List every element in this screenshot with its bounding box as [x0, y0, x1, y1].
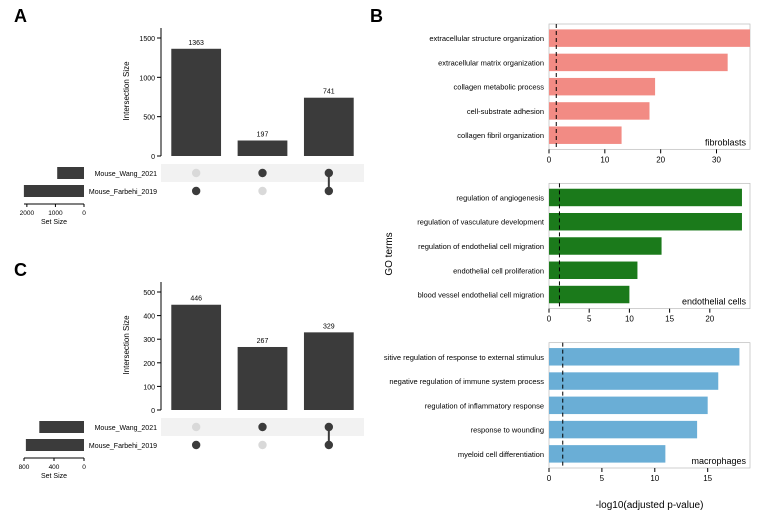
svg-text:20: 20 [656, 155, 665, 164]
svg-text:741: 741 [323, 89, 335, 96]
svg-text:10: 10 [625, 315, 634, 324]
svg-text:endothelial cell proliferation: endothelial cell proliferation [453, 266, 544, 275]
svg-text:30: 30 [712, 155, 721, 164]
svg-text:regulation of endothelial cell: regulation of endothelial cell migration [418, 242, 544, 251]
upset-chart-c: 0 100 200 300 400 500 Intersection Size 446 267 3… [18, 270, 370, 514]
svg-text:0: 0 [547, 315, 552, 324]
svg-text:300: 300 [143, 337, 155, 344]
svg-text:negative regulation of immune: negative regulation of immune system pro… [389, 377, 544, 386]
svg-text:extracellular structure organi: extracellular structure organization [429, 34, 544, 43]
svg-text:Mouse_Farbehi_2019: Mouse_Farbehi_2019 [89, 443, 157, 450]
upset-chart-a: 0 500 1000 1500 Intersection Size 1363 197 741 M… [18, 16, 370, 260]
svg-text:197: 197 [257, 132, 269, 139]
svg-text:500: 500 [143, 290, 155, 297]
svg-text:regulation of vasculature deve: regulation of vasculature development [417, 218, 545, 227]
svg-text:1500: 1500 [139, 36, 155, 43]
svg-text:Intersection Size: Intersection Size [122, 61, 131, 121]
svg-text:1000: 1000 [48, 210, 63, 217]
svg-text:10: 10 [650, 474, 659, 483]
svg-text:Mouse_Farbehi_2019: Mouse_Farbehi_2019 [89, 189, 157, 196]
svg-text:-log10(adjusted p-value): -log10(adjusted p-value) [596, 500, 704, 511]
svg-text:15: 15 [703, 474, 712, 483]
svg-text:329: 329 [323, 323, 335, 330]
svg-text:Set Size: Set Size [41, 219, 67, 226]
svg-text:collagen metabolic process: collagen metabolic process [454, 83, 545, 92]
svg-text:400: 400 [143, 314, 155, 321]
svg-text:regulation of angiogenesis: regulation of angiogenesis [456, 193, 544, 202]
svg-text:20: 20 [705, 315, 714, 324]
upset-svg-a: 0 500 1000 1500 Intersection Size 1363 197 741 M… [18, 16, 370, 260]
svg-text:500: 500 [143, 115, 155, 122]
svg-text:5: 5 [600, 474, 605, 483]
svg-text:267: 267 [257, 338, 269, 345]
svg-text:400: 400 [49, 464, 60, 471]
svg-text:GO terms: GO terms [384, 232, 395, 275]
svg-text:cell-substrate adhesion: cell-substrate adhesion [467, 107, 544, 116]
svg-text:positive regulation of respons: positive regulation of response to exter… [384, 353, 544, 362]
svg-text:extracellular matrix organizat: extracellular matrix organization [438, 58, 544, 67]
svg-text:collagen fibril organization: collagen fibril organization [457, 131, 544, 140]
svg-text:Mouse_Wang_2021: Mouse_Wang_2021 [95, 171, 158, 178]
svg-text:myeloid cell differentiation: myeloid cell differentiation [458, 450, 544, 459]
svg-text:0: 0 [82, 210, 86, 217]
svg-text:0: 0 [151, 408, 155, 415]
svg-text:1363: 1363 [188, 40, 204, 47]
svg-text:15: 15 [665, 315, 674, 324]
svg-text:800: 800 [19, 464, 30, 471]
go-panel: GO terms extracellular structure organiza… [384, 14, 760, 514]
svg-text:blood vessel endothelial cell: blood vessel endothelial cell migration [418, 291, 544, 300]
svg-text:100: 100 [143, 384, 155, 391]
svg-text:Set Size: Set Size [41, 473, 67, 480]
panel-label-b: B [370, 6, 383, 27]
svg-text:446: 446 [190, 296, 202, 303]
svg-text:2000: 2000 [20, 210, 35, 217]
svg-text:Intersection Size: Intersection Size [122, 315, 131, 375]
svg-text:fibroblasts: fibroblasts [705, 137, 747, 147]
go-svg: GO terms extracellular structure organiza… [384, 14, 760, 514]
svg-text:1000: 1000 [139, 75, 155, 82]
svg-text:200: 200 [143, 361, 155, 368]
svg-text:0: 0 [547, 155, 552, 164]
svg-text:0: 0 [82, 464, 86, 471]
svg-text:regulation of inflammatory res: regulation of inflammatory response [425, 401, 544, 410]
svg-text:macrophages: macrophages [691, 456, 746, 466]
svg-text:0: 0 [151, 154, 155, 161]
svg-text:response to wounding: response to wounding [471, 426, 544, 435]
svg-text:10: 10 [600, 155, 609, 164]
svg-text:5: 5 [587, 315, 592, 324]
svg-text:Mouse_Wang_2021: Mouse_Wang_2021 [95, 425, 158, 432]
upset-svg-c: 0 100 200 300 400 500 Intersection Size 446 267 3… [18, 270, 370, 514]
svg-text:endothelial cells: endothelial cells [682, 297, 747, 307]
svg-text:0: 0 [547, 474, 552, 483]
